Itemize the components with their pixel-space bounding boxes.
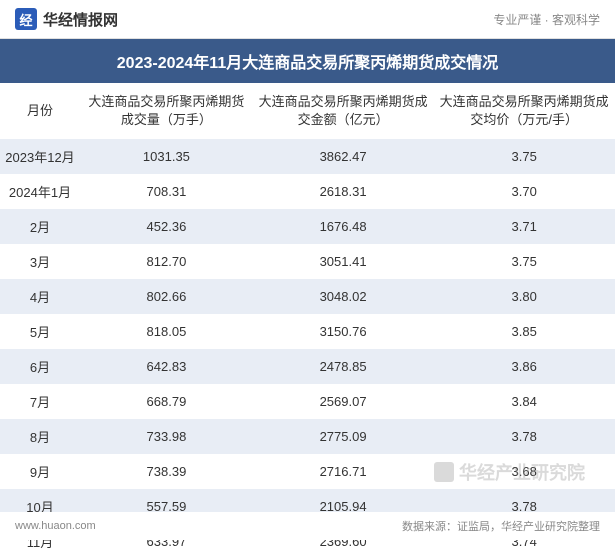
table-cell: 4月 bbox=[0, 279, 80, 314]
table-cell: 7月 bbox=[0, 384, 80, 419]
table-cell: 3150.76 bbox=[253, 314, 434, 349]
data-table-container: 月份 大连商品交易所聚丙烯期货成交量（万手） 大连商品交易所聚丙烯期货成交金额（… bbox=[0, 83, 615, 559]
col-header-volume: 大连商品交易所聚丙烯期货成交量（万手） bbox=[80, 83, 253, 139]
col-header-amount: 大连商品交易所聚丙烯期货成交金额（亿元） bbox=[253, 83, 434, 139]
table-cell: 1031.35 bbox=[80, 139, 253, 174]
table-cell: 818.05 bbox=[80, 314, 253, 349]
table-cell: 1676.48 bbox=[253, 209, 434, 244]
table-row: 7月668.792569.073.84 bbox=[0, 384, 615, 419]
table-cell: 2月 bbox=[0, 209, 80, 244]
table-cell: 3.68 bbox=[433, 454, 615, 489]
table-cell: 3.75 bbox=[433, 244, 615, 279]
table-cell: 3.75 bbox=[433, 139, 615, 174]
table-row: 3月812.703051.413.75 bbox=[0, 244, 615, 279]
table-cell: 5月 bbox=[0, 314, 80, 349]
table-row: 6月642.832478.853.86 bbox=[0, 349, 615, 384]
table-cell: 2478.85 bbox=[253, 349, 434, 384]
table-row: 4月802.663048.023.80 bbox=[0, 279, 615, 314]
table-cell: 3.84 bbox=[433, 384, 615, 419]
table-cell: 3.86 bbox=[433, 349, 615, 384]
table-cell: 3048.02 bbox=[253, 279, 434, 314]
footer-source: 数据来源：证监局，华经产业研究院整理 bbox=[402, 518, 600, 534]
table-cell: 3月 bbox=[0, 244, 80, 279]
table-body: 2023年12月1031.353862.473.752024年1月708.312… bbox=[0, 139, 615, 559]
page-header: 经 华经情报网 专业严谨 · 客观科学 bbox=[0, 0, 615, 39]
col-header-avgprice: 大连商品交易所聚丙烯期货成交均价（万元/手） bbox=[433, 83, 615, 139]
table-cell: 802.66 bbox=[80, 279, 253, 314]
table-cell: 3.85 bbox=[433, 314, 615, 349]
tagline: 专业严谨 · 客观科学 bbox=[493, 11, 600, 28]
table-row: 2023年12月1031.353862.473.75 bbox=[0, 139, 615, 174]
table-cell: 2618.31 bbox=[253, 174, 434, 209]
table-row: 8月733.982775.093.78 bbox=[0, 419, 615, 454]
table-cell: 738.39 bbox=[80, 454, 253, 489]
table-cell: 733.98 bbox=[80, 419, 253, 454]
data-table: 月份 大连商品交易所聚丙烯期货成交量（万手） 大连商品交易所聚丙烯期货成交金额（… bbox=[0, 83, 615, 559]
table-cell: 2024年1月 bbox=[0, 174, 80, 209]
table-header-row: 月份 大连商品交易所聚丙烯期货成交量（万手） 大连商品交易所聚丙烯期货成交金额（… bbox=[0, 83, 615, 139]
table-cell: 668.79 bbox=[80, 384, 253, 419]
chart-title: 2023-2024年11月大连商品交易所聚丙烯期货成交情况 bbox=[0, 39, 615, 83]
table-cell: 3.80 bbox=[433, 279, 615, 314]
table-row: 9月738.392716.713.68 bbox=[0, 454, 615, 489]
page-footer: www.huaon.com 数据来源：证监局，华经产业研究院整理 bbox=[0, 512, 615, 540]
table-row: 2月452.361676.483.71 bbox=[0, 209, 615, 244]
table-cell: 642.83 bbox=[80, 349, 253, 384]
table-row: 5月818.053150.763.85 bbox=[0, 314, 615, 349]
table-cell: 812.70 bbox=[80, 244, 253, 279]
table-cell: 3.78 bbox=[433, 419, 615, 454]
col-header-month: 月份 bbox=[0, 83, 80, 139]
table-cell: 9月 bbox=[0, 454, 80, 489]
table-cell: 3051.41 bbox=[253, 244, 434, 279]
table-cell: 708.31 bbox=[80, 174, 253, 209]
logo-text: 华经情报网 bbox=[43, 9, 118, 30]
table-cell: 452.36 bbox=[80, 209, 253, 244]
table-cell: 3.71 bbox=[433, 209, 615, 244]
logo-section: 经 华经情报网 bbox=[15, 8, 118, 30]
table-cell: 3.70 bbox=[433, 174, 615, 209]
table-cell: 2716.71 bbox=[253, 454, 434, 489]
table-cell: 2775.09 bbox=[253, 419, 434, 454]
table-row: 2024年1月708.312618.313.70 bbox=[0, 174, 615, 209]
table-cell: 2023年12月 bbox=[0, 139, 80, 174]
table-cell: 3862.47 bbox=[253, 139, 434, 174]
footer-url: www.huaon.com bbox=[15, 520, 96, 532]
table-cell: 2569.07 bbox=[253, 384, 434, 419]
table-cell: 8月 bbox=[0, 419, 80, 454]
logo-icon: 经 bbox=[15, 8, 37, 30]
table-cell: 6月 bbox=[0, 349, 80, 384]
